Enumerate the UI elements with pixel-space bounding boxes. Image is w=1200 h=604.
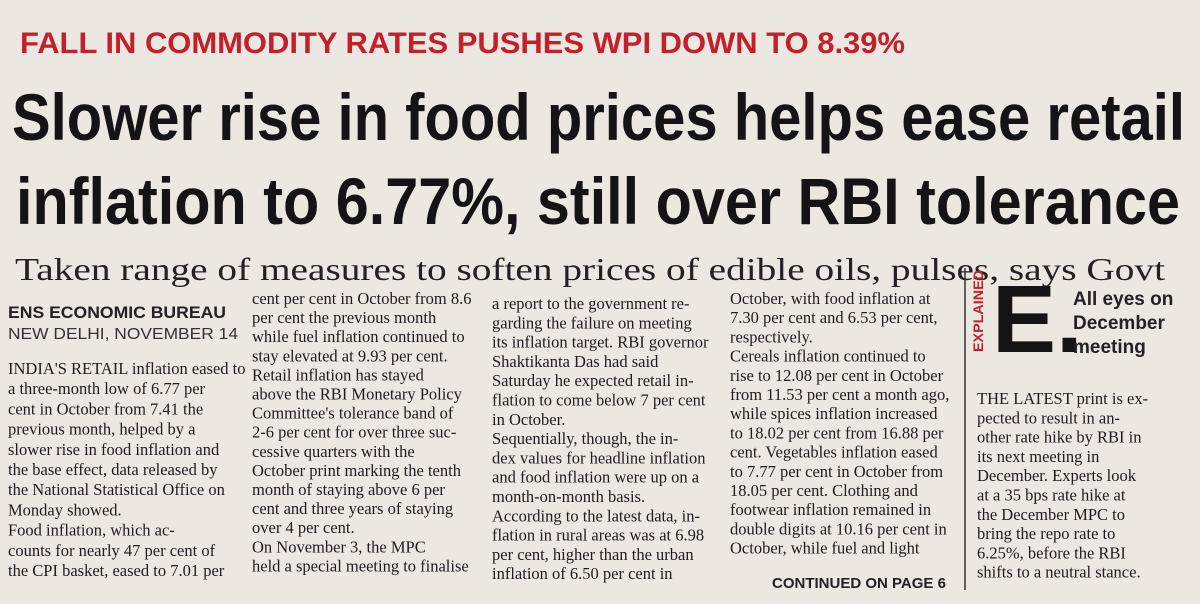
body-line: in October.	[492, 410, 565, 429]
body-line: October, with food inflation at	[730, 289, 931, 308]
body-line: counts for nearly 47 per cent of	[8, 541, 216, 560]
kicker: FALL IN COMMODITY RATES PUSHES WPI DOWN …	[20, 27, 905, 60]
body-line: held a special meeting to finalise	[252, 556, 469, 575]
explained-line: other rate hike by RBI in	[977, 428, 1142, 447]
explained-line: December. Experts look	[977, 466, 1137, 485]
body-line: INDIA'S RETAIL inflation eased to	[8, 359, 246, 378]
body-line: garding the failure on meeting	[492, 313, 692, 332]
body-line: and food inflation were up on a	[492, 468, 700, 487]
body-line: the CPI basket, eased to 7.01 per	[8, 561, 225, 580]
body-line: while spices inflation increased	[730, 404, 938, 423]
body-line: According to the latest data, in-	[492, 506, 700, 525]
body-line: Sequentially, though, the in-	[492, 429, 678, 448]
subhead: Taken range of measures to soften prices…	[15, 251, 1165, 287]
body-line: double digits at 10.16 per cent in	[730, 519, 947, 538]
explained-label: EXPLAINED	[970, 270, 986, 352]
byline: ENS ECONOMIC BUREAU	[8, 303, 226, 322]
body-line: 7.30 per cent and 6.53 per cent,	[730, 308, 938, 327]
body-line: to 18.02 per cent from 16.88 per	[730, 423, 944, 442]
body-line: Monday showed.	[8, 500, 122, 519]
body-line: the base effect, data released by	[8, 460, 218, 479]
body-line: Committee's tolerance band of	[252, 404, 454, 423]
explained-line: THE LATEST print is ex-	[977, 389, 1148, 408]
body-line: Food inflation, which ac-	[8, 521, 175, 540]
body-line: cent. Vegetables inflation eased	[730, 443, 938, 462]
body-line: respectively.	[730, 327, 813, 346]
body-line: per cent the previous month	[252, 308, 437, 327]
body-line: footwear inflation remained in	[730, 500, 931, 519]
body-line: to 7.77 per cent in October from	[730, 462, 943, 481]
body-line: stay elevated at 9.93 per cent.	[252, 346, 448, 365]
body-line: cent in October from 7.41 the	[8, 399, 203, 418]
body-line: dex values for headline inflation	[492, 448, 706, 467]
body-line: Shaktikanta Das had said	[492, 352, 659, 371]
explained-line: the December MPC to	[977, 505, 1125, 524]
body-line: a three-month low of 6.77 per	[8, 379, 206, 398]
body-line: per cent, higher than the urban	[492, 545, 694, 564]
explained-line: shifts to a neutral stance.	[977, 563, 1141, 582]
headline: inflation to 6.77%, still over RBI toler…	[16, 164, 1180, 238]
body-line: month of staying above 6 per	[252, 480, 445, 499]
body-line: Retail inflation has stayed	[252, 365, 425, 384]
body-line: a report to the government re-	[492, 294, 689, 313]
body-line: while fuel inflation continued to	[252, 327, 465, 346]
body-line: above the RBI Monetary Policy	[252, 385, 463, 404]
body-line: Saturday he expected retail in-	[492, 371, 694, 390]
body-text: INDIA'S RETAIL inflation eased toa three…	[8, 289, 1148, 583]
body-line: slower rise in food inflation and	[8, 440, 220, 459]
body-line: 18.05 per cent. Clothing and	[730, 481, 919, 500]
explained-line: pected to result in an-	[977, 408, 1120, 427]
explained-title: December	[1073, 313, 1165, 334]
body-line: cent per cent in October from 8.6	[252, 289, 471, 308]
continued: CONTINUED ON PAGE 6	[772, 575, 946, 592]
explained-letter: E.	[992, 266, 1083, 373]
body-line: cent and three years of staying	[252, 499, 453, 518]
explained-line: at a 35 bps rate hike at	[977, 486, 1126, 505]
explained-line: 6.25%, before the RBI	[977, 543, 1126, 562]
body-line: Cereals inflation continued to	[730, 347, 926, 366]
body-line: the National Statistical Office on	[8, 480, 225, 499]
body-line: inflation of 6.50 per cent in	[492, 564, 673, 583]
body-line: cessive quarters with the	[252, 442, 415, 461]
explained-title: meeting	[1073, 337, 1146, 358]
body-line: flation in rural areas was at 6.98	[492, 526, 704, 545]
explained-title: All eyes on	[1073, 289, 1173, 310]
headline: Slower rise in food prices helps ease re…	[12, 80, 1185, 154]
body-line: October, while fuel and light	[730, 539, 920, 558]
body-line: its inflation target. RBI governor	[492, 333, 709, 352]
body-line: rise to 12.08 per cent in October	[730, 366, 944, 385]
body-line: over 4 per cent.	[252, 518, 355, 537]
body-line: 2-6 per cent for over three suc-	[252, 423, 456, 442]
explained-line: bring the repo rate to	[977, 524, 1115, 543]
body-line: October print marking the tenth	[252, 461, 462, 480]
body-line: previous month, helped by a	[8, 420, 196, 439]
body-line: On November 3, the MPC	[252, 537, 426, 556]
explained-line: its next meeting in	[977, 447, 1099, 466]
body-line: from 11.53 per cent a month ago,	[730, 385, 949, 404]
body-line: month-on-month basis.	[492, 487, 645, 506]
body-line: flation to come below 7 per cent	[492, 391, 706, 410]
dateline: NEW DELHI, NOVEMBER 14	[8, 326, 238, 343]
